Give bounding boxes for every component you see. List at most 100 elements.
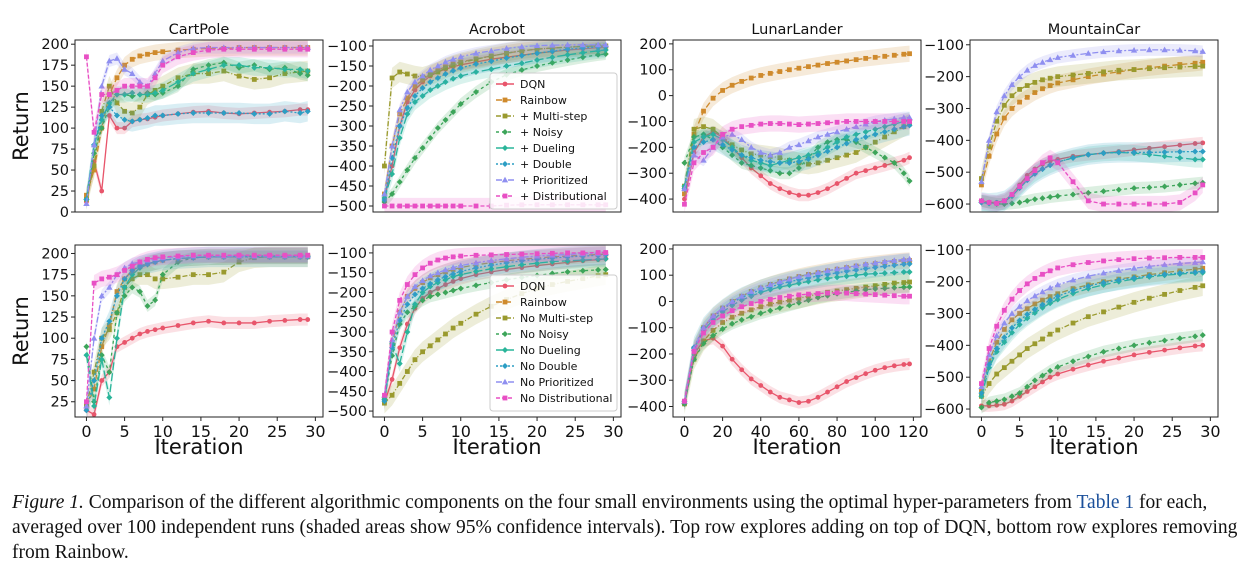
data-point: [805, 137, 812, 144]
y-tick-label: −100: [924, 38, 964, 54]
data-point: [397, 69, 403, 75]
y-tick-label: 200: [41, 246, 69, 262]
data-point: [815, 190, 821, 196]
data-point: [534, 63, 541, 69]
data-point: [282, 318, 288, 323]
legend-box: [489, 274, 618, 412]
data-point: [152, 327, 158, 333]
data-point: [862, 260, 869, 267]
data-point: [776, 305, 783, 312]
data-point: [1130, 265, 1138, 271]
data-point: [442, 71, 449, 77]
data-point: [1032, 384, 1038, 390]
data-point: [434, 291, 441, 298]
data-point: [891, 119, 897, 124]
data-point: [236, 259, 242, 265]
data-point: [843, 268, 850, 275]
data-point: [978, 178, 985, 185]
data-point: [602, 41, 609, 48]
data-point: [1085, 273, 1092, 279]
data-point: [404, 111, 411, 117]
data-point: [872, 270, 879, 277]
y-tick-label: 200: [639, 37, 667, 53]
data-point: [758, 121, 764, 127]
data-point: [427, 280, 434, 287]
data-point: [1008, 310, 1016, 316]
data-point: [882, 163, 888, 168]
y-tick-label: −300: [327, 119, 367, 135]
data-point: [136, 288, 143, 295]
data-point: [404, 301, 411, 308]
data-point: [98, 82, 105, 89]
y-tick-label: −450: [327, 384, 367, 400]
data-point: [175, 75, 181, 81]
legend-label: + Dueling: [520, 142, 575, 155]
data-point: [1116, 304, 1122, 310]
legend-label: DQN: [520, 78, 545, 91]
legend-marker: [502, 113, 508, 119]
data-point: [434, 62, 442, 69]
table-reference-link[interactable]: Table 1: [1076, 492, 1135, 513]
data-point: [83, 352, 90, 359]
legend-marker: [502, 161, 508, 167]
data-point: [872, 264, 879, 271]
data-point: [1146, 272, 1153, 279]
data-point: [834, 274, 841, 281]
data-point: [1024, 176, 1030, 181]
data-point: [129, 271, 136, 278]
figure-canvas: 0255075100125150175200CartPoleReturn−100…: [9, 22, 1221, 459]
data-point: [206, 272, 211, 278]
data-point: [106, 113, 112, 118]
data-point: [853, 131, 860, 138]
data-point: [488, 53, 494, 59]
data-point: [473, 268, 480, 275]
data-point: [1031, 377, 1038, 384]
data-point: [175, 78, 182, 85]
data-point: [503, 259, 510, 266]
data-point: [450, 278, 456, 284]
data-point: [710, 126, 716, 132]
data-point: [175, 258, 182, 265]
data-point: [564, 57, 571, 63]
data-point: [796, 192, 802, 198]
data-point: [404, 88, 411, 95]
data-point: [91, 163, 97, 169]
data-point: [106, 99, 113, 106]
confidence-band: [684, 252, 910, 408]
confidence-band: [684, 111, 910, 195]
data-point: [1055, 160, 1061, 166]
y-tick-label: −400: [924, 133, 964, 149]
data-point: [518, 60, 525, 67]
data-point: [710, 136, 717, 143]
x-tick-label: 15: [191, 422, 211, 441]
data-point: [739, 124, 745, 130]
data-point: [824, 139, 831, 146]
data-point: [1199, 332, 1206, 339]
y-tick-label: −400: [627, 399, 667, 415]
data-point: [488, 58, 495, 65]
data-point: [1070, 179, 1076, 185]
data-point: [882, 119, 888, 124]
data-point: [1016, 317, 1023, 324]
data-point: [473, 311, 479, 317]
data-point: [580, 250, 586, 256]
data-point: [1046, 56, 1054, 63]
data-point: [159, 87, 166, 94]
data-point: [175, 323, 181, 328]
data-point: [152, 297, 159, 304]
data-point: [852, 123, 860, 130]
confidence-band: [684, 115, 910, 199]
legend-marker: [502, 97, 508, 103]
data-point: [891, 363, 897, 369]
data-point: [729, 320, 736, 327]
data-point: [457, 65, 464, 71]
data-point: [1055, 327, 1061, 333]
data-point: [427, 87, 434, 93]
data-point: [1131, 201, 1137, 207]
data-point: [129, 56, 135, 62]
data-point: [1162, 65, 1167, 71]
data-point: [443, 282, 448, 287]
chart-title: LunarLander: [751, 22, 842, 38]
y-tick-label: 125: [41, 310, 69, 326]
y-tick-label: −200: [627, 347, 667, 363]
